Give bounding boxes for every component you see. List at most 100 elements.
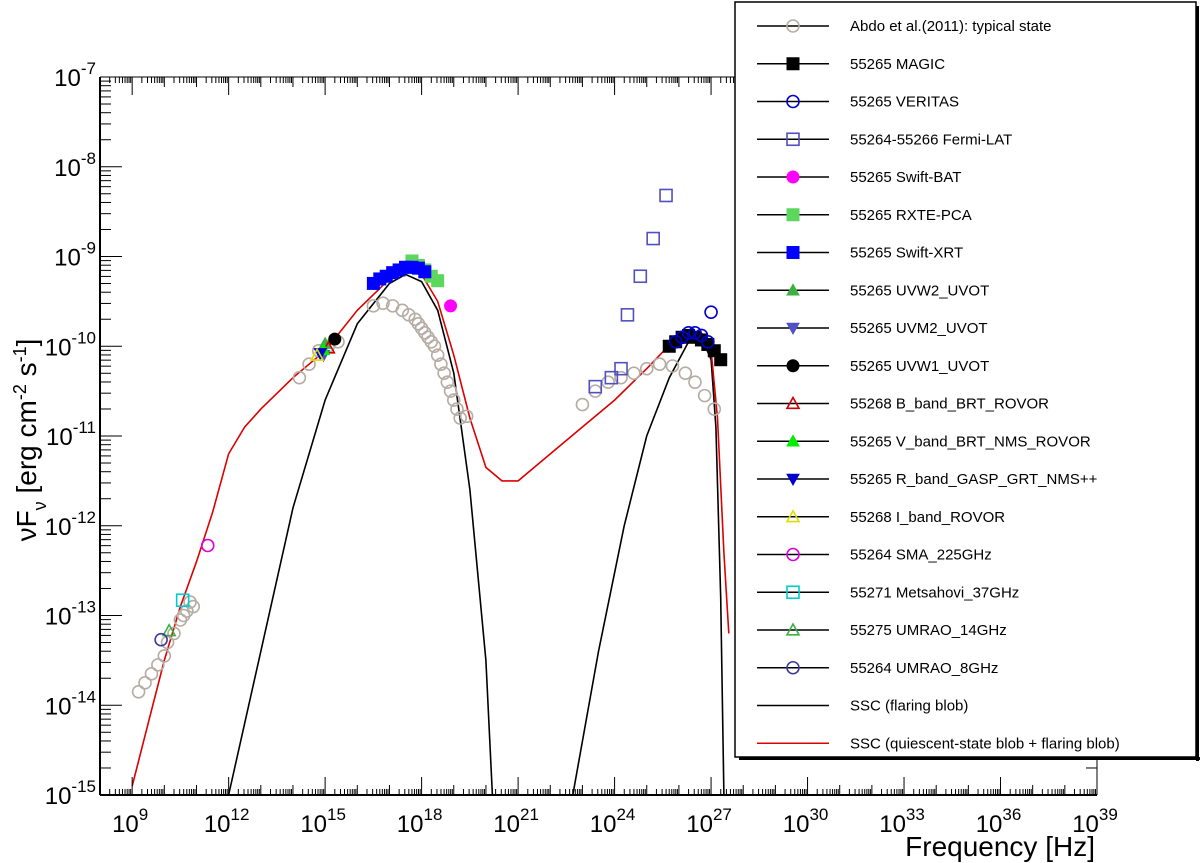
y-tick-label: 10-15 (45, 777, 96, 810)
data-point-0-48 (697, 388, 712, 403)
data-point-1-8 (714, 353, 728, 367)
data-point-4-0 (444, 299, 458, 313)
data-point-9-0 (328, 332, 342, 346)
y-tick-label: 10-8 (54, 149, 96, 182)
data-point-3-4 (633, 269, 648, 284)
curve-0-1 (572, 336, 725, 796)
y-tick-label: 10-12 (45, 508, 96, 541)
legend-label: SSC (quiescent-state blob + flaring blob… (850, 735, 1120, 752)
data-point-0-18 (376, 296, 390, 310)
y-tick-label: 10-7 (54, 59, 96, 92)
legend-label: 55265 UVW2_UVOT (850, 282, 989, 299)
data-point-0-1 (138, 676, 152, 690)
legend-marker (786, 434, 800, 447)
data-point-6-8 (418, 265, 432, 279)
data-point-15-0 (175, 593, 190, 608)
data-point-0-12 (292, 370, 307, 385)
data-point-0-4 (157, 649, 172, 663)
legend-label: 55271 Metsahovi_37GHz (850, 584, 1019, 601)
data-point-0-39 (588, 384, 603, 398)
data-point-0-2 (144, 667, 159, 681)
legend-marker (786, 208, 800, 222)
legend-box (734, 1, 1197, 758)
legend-marker (786, 359, 800, 373)
legend-label: 55265 RXTE-PCA (850, 207, 972, 224)
data-point-13-0 (309, 347, 325, 361)
legend-label: SSC (flaring blob) (850, 698, 968, 715)
data-point-3-5 (646, 231, 660, 246)
data-point-0-5 (160, 635, 175, 650)
y-tick-label: 10-11 (46, 418, 96, 451)
data-point-3-1 (604, 370, 619, 385)
legend-marker (786, 283, 800, 296)
data-point-0-42 (627, 366, 641, 380)
data-point-16-0 (161, 623, 177, 637)
x-tick-label: 109 (112, 805, 148, 838)
data-point-0-40 (601, 375, 615, 389)
data-point-0-3 (151, 658, 165, 672)
legend-label: 55265 VERITAS (850, 94, 959, 111)
x-axis-title: Frequency [Hz] (905, 831, 1095, 862)
data-point-0-6 (167, 626, 181, 641)
legend-marker (786, 57, 800, 71)
data-point-0-35 (450, 402, 464, 416)
x-tick-label: 1033 (879, 805, 925, 838)
data-point-0-33 (443, 384, 458, 398)
legend-marker (786, 170, 800, 184)
legend-label: 55268 B_band_BRT_ROVOR (850, 396, 1049, 413)
legend-label: Abdo et al.(2011): typical state (850, 18, 1052, 35)
data-point-0-37 (459, 409, 474, 424)
data-point-0-29 (430, 348, 445, 363)
data-point-0-17 (366, 299, 381, 313)
y-tick-label: 10-13 (45, 598, 96, 631)
data-point-0-46 (678, 366, 693, 380)
data-point-0-32 (440, 375, 455, 389)
legend-marker (786, 660, 800, 675)
legend-shadow-bottom (739, 757, 1200, 760)
legend-label: 55265 Swift-XRT (850, 245, 963, 262)
legend-label: 55275 UMRAO_14GHz (850, 622, 1007, 639)
legend-marker (786, 547, 800, 562)
data-point-0-10 (176, 608, 191, 623)
data-point-0-34 (446, 393, 461, 407)
legend-shadow-right (1196, 6, 1199, 761)
x-tick-label: 1018 (397, 805, 443, 838)
data-point-0-0 (131, 684, 146, 699)
legend-marker (785, 622, 801, 636)
x-tick-label: 1024 (590, 805, 636, 838)
legend-marker (786, 132, 800, 147)
legend-label: 55264-55266 Fermi-LAT (850, 131, 1012, 148)
legend-marker (785, 509, 801, 523)
data-point-3-3 (620, 308, 635, 322)
x-tick-label: 1021 (493, 805, 539, 838)
data-point-0-47 (688, 375, 702, 389)
legend-marker (786, 94, 800, 109)
legend-label: 55265 R_band_GASP_GRT_NMS++ (850, 471, 1098, 488)
legend-marker (786, 585, 800, 600)
legend-marker (785, 395, 801, 410)
data-point-0-45 (665, 359, 680, 373)
legend-marker (786, 322, 800, 336)
data-point-0-43 (639, 361, 654, 376)
data-point-0-13 (302, 357, 316, 372)
y-tick-label: 10-10 (45, 328, 96, 361)
data-point-0-38 (575, 397, 590, 412)
data-points (131, 188, 728, 699)
data-point-2-3 (688, 325, 702, 340)
data-point-3-6 (659, 188, 673, 203)
legend-label: 55264 SMA_225GHz (850, 547, 992, 564)
legend-marker (786, 246, 800, 259)
legend-label: 55265 V_band_BRT_NMS_ROVOR (850, 433, 1091, 450)
x-tick-label: 1030 (783, 805, 829, 838)
data-point-14-0 (200, 538, 215, 553)
x-tick-label: 1039 (1072, 805, 1118, 838)
data-point-2-2 (681, 325, 696, 340)
model-curves (131, 269, 730, 796)
y-axis-title: νFν [erg cm-2 s-1] (10, 339, 50, 542)
data-point-0-11 (183, 595, 197, 609)
data-point-0-44 (652, 357, 667, 372)
data-point-5-4 (431, 274, 445, 288)
data-point-0-41 (614, 370, 628, 385)
data-point-0-30 (434, 357, 448, 372)
